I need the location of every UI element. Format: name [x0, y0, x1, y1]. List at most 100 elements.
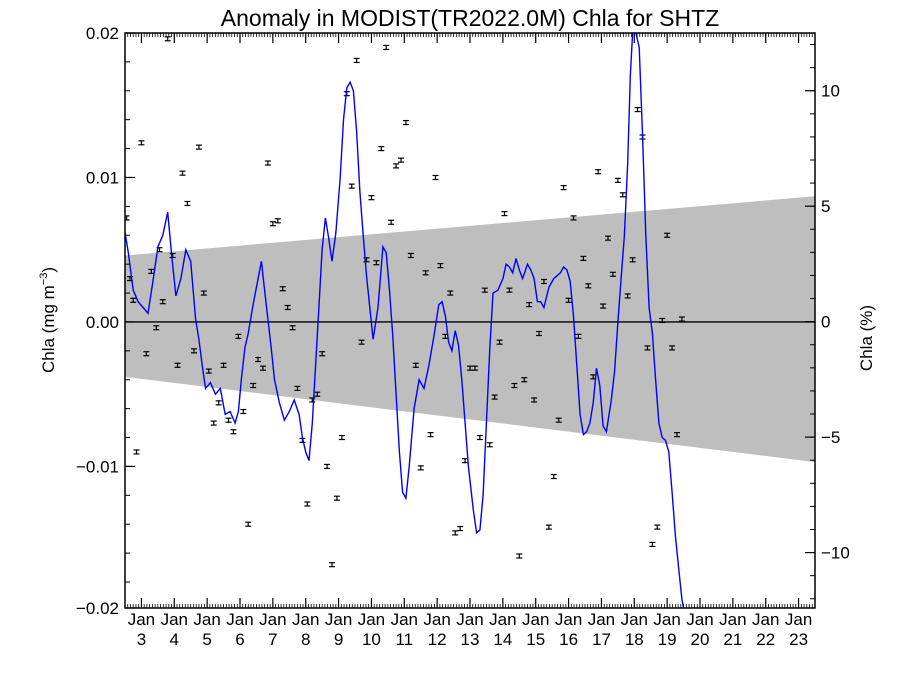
data-point [225, 417, 232, 423]
x-year-label: 10 [362, 630, 381, 649]
smoothed-series-line [125, 33, 685, 608]
x-year-label: 3 [137, 630, 146, 649]
right-axis-label: Chla (%) [857, 305, 876, 371]
data-point [605, 235, 611, 241]
data-point [471, 365, 478, 371]
data-point [506, 287, 513, 293]
data-point [138, 140, 145, 146]
data-point [540, 278, 547, 285]
data-point [264, 160, 271, 166]
x-year-label: 23 [789, 630, 808, 649]
x-month-label: Jan [489, 610, 516, 629]
data-point [619, 192, 626, 198]
left-tick-label: 0.00 [86, 313, 119, 332]
data-point [575, 333, 582, 339]
data-point [215, 400, 222, 406]
data-point [274, 218, 281, 224]
data-point [319, 351, 326, 357]
right-tick-label: 0 [821, 313, 830, 332]
data-point [304, 501, 311, 507]
right-tick-label: 5 [821, 197, 830, 216]
data-point [210, 420, 217, 426]
x-month-label: Jan [588, 610, 615, 629]
x-month-label: Jan [358, 610, 385, 629]
data-point [169, 252, 176, 259]
data-point [555, 417, 562, 423]
data-point [550, 473, 557, 480]
data-point [174, 362, 181, 368]
x-year-label: 17 [592, 630, 611, 649]
data-point [148, 268, 155, 274]
data-point [516, 553, 523, 559]
data-point [398, 157, 404, 163]
data-point [191, 348, 197, 354]
right-tick-label: 10 [821, 82, 840, 101]
data-point [481, 287, 488, 293]
left-tick-label: 0.02 [86, 24, 119, 43]
x-month-label: Jan [522, 610, 549, 629]
data-point [358, 339, 365, 345]
left-tick-label: −0.01 [76, 457, 119, 476]
data-point [452, 530, 459, 536]
x-month-label: Jan [456, 610, 483, 629]
data-point [353, 57, 360, 64]
data-point [329, 562, 335, 568]
data-point [447, 290, 454, 296]
data-point [565, 297, 572, 303]
plot-area [125, 33, 815, 608]
data-point [496, 339, 503, 345]
data-point [348, 183, 355, 189]
x-month-label: Jan [423, 610, 450, 629]
data-point [289, 325, 296, 331]
data-point [432, 174, 439, 181]
x-month-label: Jan [193, 610, 220, 629]
data-point [279, 286, 286, 292]
data-point [205, 368, 212, 374]
data-point [669, 345, 676, 351]
x-month-label: Jan [226, 610, 253, 629]
x-year-label: 8 [301, 630, 310, 649]
data-point [427, 432, 434, 438]
data-point [240, 408, 247, 415]
data-point [250, 382, 257, 389]
x-month-label: Jan [292, 610, 319, 629]
x-month-label: Jan [621, 610, 648, 629]
data-point [412, 362, 419, 368]
data-point [143, 351, 150, 357]
x-year-label: 7 [268, 630, 277, 649]
data-point [580, 255, 587, 261]
data-point [649, 541, 656, 548]
left-tick-label: −0.02 [76, 599, 119, 618]
data-point [179, 170, 186, 176]
data-point [501, 210, 508, 217]
data-point [614, 177, 621, 183]
data-point [184, 200, 191, 207]
data-point [324, 463, 331, 470]
x-year-label: 20 [691, 630, 710, 649]
data-point [417, 465, 424, 471]
data-point [402, 119, 409, 126]
x-year-label: 9 [334, 630, 343, 649]
data-point [560, 184, 567, 191]
trend-band [125, 196, 815, 463]
data-point [659, 317, 666, 324]
data-point [600, 303, 607, 309]
x-month-label: Jan [391, 610, 418, 629]
data-point [255, 356, 262, 363]
right-tick-label: −5 [821, 428, 840, 447]
data-point [545, 524, 552, 530]
data-point [393, 163, 400, 169]
data-point [462, 458, 469, 464]
data-point [629, 257, 636, 263]
x-year-label: 21 [723, 630, 742, 649]
data-point [634, 106, 641, 113]
x-month-label: Jan [259, 610, 286, 629]
data-point [526, 302, 533, 308]
right-tick-label: −10 [821, 544, 850, 563]
data-point [674, 432, 680, 438]
x-year-label: 5 [202, 630, 211, 649]
data-point [654, 524, 661, 530]
data-point [437, 263, 444, 269]
data-point [269, 221, 276, 227]
data-point [230, 429, 237, 435]
